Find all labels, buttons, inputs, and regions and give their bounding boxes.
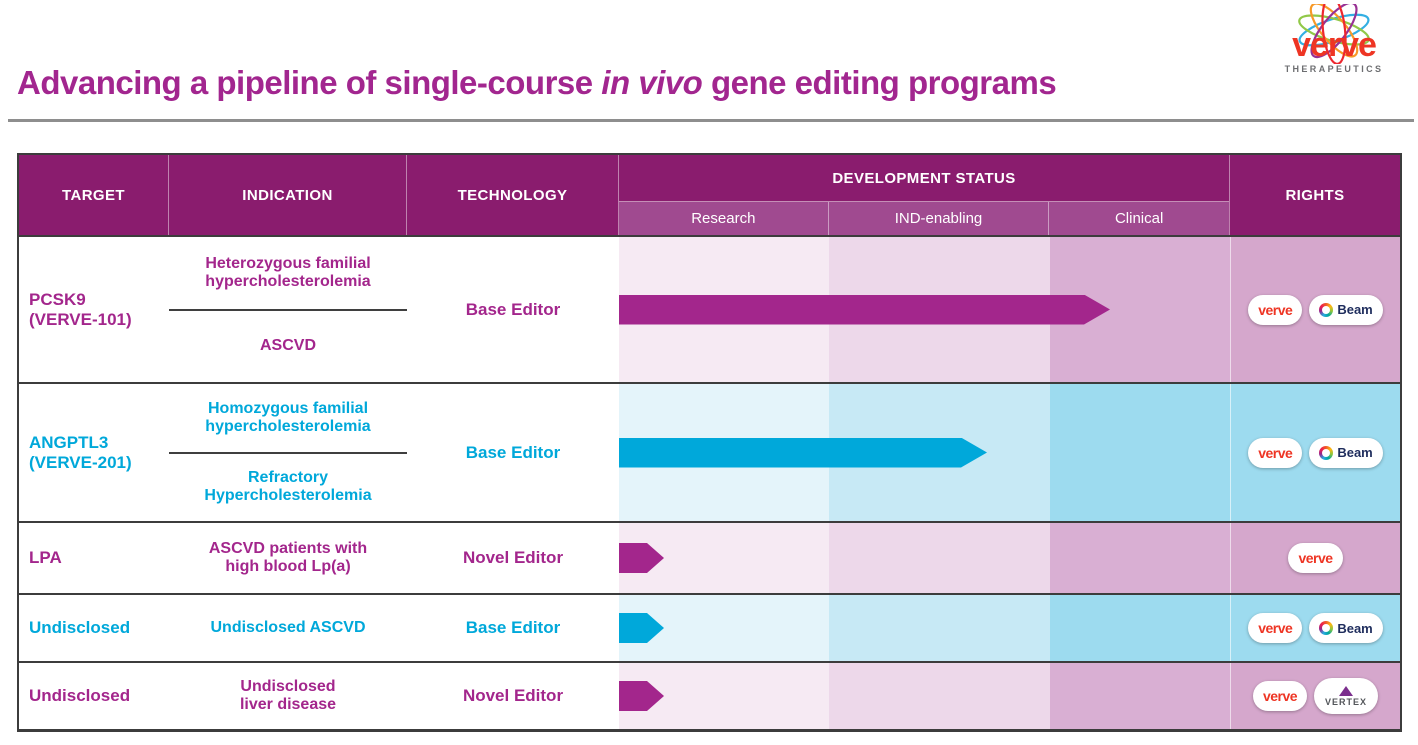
development-status-track (619, 237, 1230, 382)
development-status-label: DEVELOPMENT STATUS (619, 155, 1229, 202)
indication-cell: ASCVD patients with high blood Lp(a) (169, 523, 407, 593)
target-cell: PCSK9 (VERVE-101) (29, 289, 132, 329)
stage-cell-clinical (1050, 523, 1230, 593)
beam-logo: Beam (1309, 437, 1383, 468)
rights-cell: verve (1230, 523, 1400, 593)
title-prefix: Advancing a pipeline of single-course (17, 64, 602, 101)
stage-cell-clinical (1050, 595, 1230, 661)
rights-cell: verve Beam (1230, 595, 1400, 661)
development-status-track (619, 523, 1230, 593)
stage-cell-clinical (1050, 384, 1230, 521)
rights-cell: verve Beam (1230, 384, 1400, 521)
indication-primary: Undisclosed ASCVD (210, 619, 366, 636)
stage-cell-ind-enabling (829, 663, 1050, 729)
target-cell: ANGPTL3 (VERVE-201) (29, 432, 132, 472)
col-header-technology: TECHNOLOGY (407, 155, 619, 235)
stage-cell-ind-enabling (829, 523, 1050, 593)
stage-header-ind-enabling: IND-enabling (829, 202, 1050, 235)
technology-cell: Base Editor (465, 618, 561, 637)
vertex-triangle-icon (1339, 685, 1354, 696)
col-header-development-status: DEVELOPMENT STATUS Research IND-enabling… (619, 155, 1230, 235)
verve-rings-icon (1298, 4, 1370, 64)
verve-logo: verve (1248, 437, 1303, 468)
beam-logo: Beam (1309, 294, 1383, 325)
stage-cell-clinical (1050, 663, 1230, 729)
development-status-track (619, 384, 1230, 521)
indication-divider (169, 451, 407, 454)
row-undisclosed-ascvd: Undisclosed Undisclosed ASCVD Base Edito… (19, 593, 1400, 661)
row-lpa: LPA ASCVD patients with high blood Lp(a)… (19, 521, 1400, 593)
table-header: TARGET INDICATION TECHNOLOGY DEVELOPMENT… (19, 155, 1400, 235)
technology-cell: Novel Editor (462, 686, 564, 705)
indication-cell: Homozygous familial hypercholesterolemia… (169, 384, 407, 521)
col-header-rights: RIGHTS (1285, 186, 1345, 204)
beam-prism-icon (1319, 445, 1334, 460)
verve-brand-logo: verve THERAPEUTICS (1258, 4, 1410, 84)
development-status-track (619, 663, 1230, 729)
indication-divider (169, 308, 407, 311)
target-cell: Undisclosed (29, 618, 131, 637)
verve-logo: verve (1248, 613, 1303, 643)
stage-header-research: Research (619, 202, 829, 235)
rights-cell: verve Beam (1230, 237, 1400, 382)
indication-primary: Heterozygous familial hypercholesterolem… (205, 254, 371, 290)
development-status-track (619, 595, 1230, 661)
indication-cell: Undisclosed liver disease (169, 663, 407, 729)
row-pcsk9-verve-101: PCSK9 (VERVE-101) Heterozygous familial … (19, 235, 1400, 382)
technology-cell: Base Editor (465, 442, 561, 462)
title-italic: in vivo (601, 64, 703, 101)
indication-secondary: Refractory Hypercholesterolemia (204, 469, 372, 505)
indication-cell: Undisclosed ASCVD (169, 595, 407, 661)
progress-arrow (619, 295, 1110, 325)
indication-primary: Undisclosed liver disease (239, 678, 337, 713)
beam-logo: Beam (1309, 613, 1383, 643)
technology-cell: Novel Editor (462, 548, 564, 567)
col-header-target: TARGET (19, 155, 169, 235)
verve-logo: verve (1288, 543, 1343, 573)
stage-header-row: Research IND-enabling Clinical (619, 202, 1229, 235)
title-suffix: gene editing programs (702, 64, 1057, 101)
brand-name: verve (1292, 26, 1377, 64)
verve-logo: verve (1252, 681, 1308, 711)
stage-cell-ind-enabling (829, 595, 1050, 661)
pipeline-table: TARGET INDICATION TECHNOLOGY DEVELOPMENT… (17, 153, 1402, 732)
beam-prism-icon (1319, 302, 1334, 317)
target-cell: LPA (29, 548, 62, 567)
stage-header-clinical: Clinical (1114, 210, 1164, 227)
indication-primary: Homozygous familial hypercholesterolemia (205, 399, 371, 435)
beam-prism-icon (1319, 621, 1334, 635)
indication-cell: Heterozygous familial hypercholesterolem… (169, 237, 407, 382)
progress-arrow (619, 438, 987, 468)
row-undisclosed-liver-disease: Undisclosed Undisclosed liver disease No… (19, 661, 1400, 729)
indication-secondary: ASCVD (259, 337, 316, 355)
verve-logo: verve (1248, 294, 1303, 325)
page-title: Advancing a pipeline of single-course in… (17, 64, 1057, 102)
row-angptl3-verve-201: ANGPTL3 (VERVE-201) Homozygous familial … (19, 382, 1400, 521)
col-header-indication: INDICATION (169, 155, 407, 235)
title-divider (8, 119, 1414, 122)
rights-cell: verve VERTEX (1230, 663, 1400, 729)
vertex-logo: VERTEX (1314, 678, 1379, 714)
brand-subtitle: THERAPEUTICS (1284, 64, 1384, 74)
indication-primary: ASCVD patients with high blood Lp(a) (208, 540, 368, 575)
technology-cell: Base Editor (465, 299, 561, 319)
target-cell: Undisclosed (29, 686, 131, 705)
